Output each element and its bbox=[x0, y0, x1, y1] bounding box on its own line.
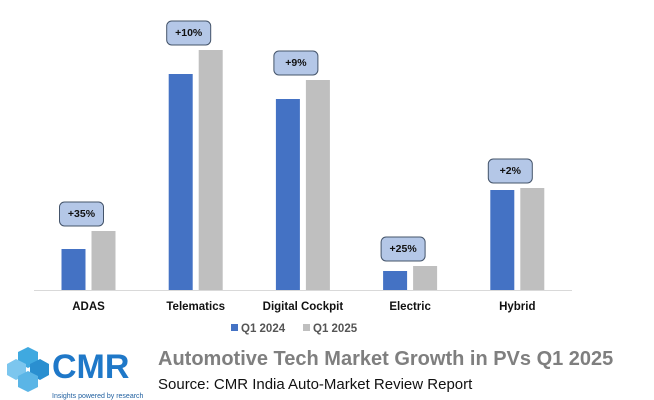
growth-callout-label: +9% bbox=[285, 57, 307, 69]
logo-wordmark: CMR bbox=[52, 348, 129, 386]
chart-title: Automotive Tech Market Growth in PVs Q1 … bbox=[158, 348, 614, 370]
growth-callout-box bbox=[166, 20, 212, 46]
chart-source: Source: CMR India Auto-Market Review Rep… bbox=[158, 376, 473, 393]
growth-callout-box bbox=[273, 50, 319, 76]
bar-q1-2025-digital-cockpit bbox=[305, 80, 330, 290]
bar-q1-2024-telematics bbox=[168, 74, 193, 290]
growth-callout-box bbox=[380, 236, 426, 262]
bar-q1-2024-electric bbox=[383, 271, 408, 290]
growth-callout-box bbox=[487, 158, 533, 184]
growth-callout-label: +35% bbox=[68, 208, 96, 220]
growth-callout-label: +25% bbox=[390, 243, 418, 255]
x-tick-label: Digital Cockpit bbox=[263, 301, 344, 313]
legend-swatch bbox=[231, 324, 238, 331]
growth-callout-label: +2% bbox=[500, 165, 522, 177]
legend-swatch bbox=[303, 324, 310, 331]
bar-q1-2024-hybrid bbox=[490, 190, 515, 290]
footer: CMR Insights powered by research Automot… bbox=[0, 343, 654, 400]
legend-label: Q1 2024 bbox=[241, 323, 286, 335]
bar-q1-2025-electric bbox=[413, 266, 438, 290]
x-tick-label: Hybrid bbox=[499, 301, 535, 313]
bar-q1-2024-adas bbox=[61, 249, 86, 290]
bar-q1-2024-digital-cockpit bbox=[275, 99, 300, 290]
bar-chart: ADAS +35% Telematics +10% Digital Cockpit +9%… bbox=[34, 20, 572, 335]
x-tick-label: ADAS bbox=[72, 301, 105, 313]
growth-callout-label: +10% bbox=[175, 27, 203, 39]
legend-label: Q1 2025 bbox=[313, 323, 358, 335]
bar-q1-2025-hybrid bbox=[520, 188, 545, 290]
x-tick-label: Electric bbox=[389, 301, 431, 313]
cmr-logo: CMR Insights powered by research bbox=[7, 347, 144, 400]
bar-q1-2025-telematics bbox=[198, 50, 223, 290]
logo-tagline: Insights powered by research bbox=[52, 393, 144, 400]
x-tick-label: Telematics bbox=[166, 301, 225, 313]
growth-callout-box bbox=[59, 201, 104, 227]
bar-q1-2025-adas bbox=[91, 231, 116, 290]
